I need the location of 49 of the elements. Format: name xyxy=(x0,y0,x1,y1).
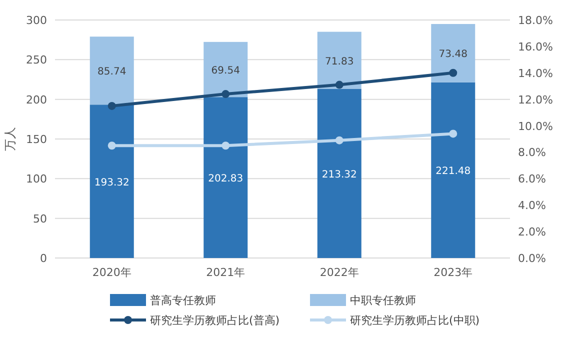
y2-tick-label: 18.0% xyxy=(518,14,553,27)
data-label: 202.83 xyxy=(208,174,244,185)
point xyxy=(449,68,458,77)
data-label: 221.48 xyxy=(436,166,471,178)
y2-tick-label: 14.0% xyxy=(518,66,553,80)
x-tick-label: 2022年 xyxy=(320,266,359,279)
bar xyxy=(431,24,476,82)
y2-tick-label: 12.0% xyxy=(518,93,553,106)
y2-tick-label: 16.0% xyxy=(518,40,553,54)
data-label: 73.48 xyxy=(438,49,468,60)
point xyxy=(222,90,230,98)
y-tick-label: 50 xyxy=(33,212,47,226)
y-tick-label: 0 xyxy=(40,252,47,265)
y-tick-label: 250 xyxy=(26,54,47,67)
point xyxy=(335,80,344,89)
point xyxy=(108,142,116,150)
legend-label: 研究生学历教师占比(中职) xyxy=(350,314,480,327)
data-label: 85.74 xyxy=(98,66,126,78)
y-axis-title: 万人 xyxy=(3,127,17,151)
y2-tick-label: 2.0% xyxy=(518,226,546,239)
y2-tick-label: 8.0% xyxy=(518,146,546,160)
legend-label: 研究生学历教师占比(普高) xyxy=(150,314,280,327)
bar xyxy=(204,97,248,258)
bar xyxy=(90,104,134,258)
point xyxy=(108,102,116,110)
y-tick-label: 300 xyxy=(26,14,47,27)
point xyxy=(335,136,344,144)
y2-tick-label: 10.0% xyxy=(518,120,553,133)
legend-label: 普高专任教师 xyxy=(150,294,216,307)
data-label: 71.83 xyxy=(325,56,354,68)
y2-tick-label: 0.0% xyxy=(518,252,546,265)
x-tick-label: 2020年 xyxy=(92,266,132,279)
x-tick-label: 2023年 xyxy=(434,266,473,279)
bar xyxy=(317,32,362,89)
y2-tick-label: 6.0% xyxy=(518,172,546,186)
y-tick-label: 200 xyxy=(26,93,47,106)
point xyxy=(222,142,230,150)
y-tick-label: 150 xyxy=(26,133,47,146)
y2-tick-label: 4.0% xyxy=(518,199,546,212)
bar xyxy=(317,88,362,258)
x-tick-label: 2021年 xyxy=(206,266,246,279)
bar xyxy=(431,82,476,258)
point xyxy=(449,130,458,138)
data-label: 69.54 xyxy=(211,66,240,77)
y-tick-label: 100 xyxy=(26,172,47,186)
legend-label: 中职专任教师 xyxy=(350,294,416,307)
data-label: 193.32 xyxy=(94,177,130,188)
data-label: 213.32 xyxy=(322,169,357,180)
bar xyxy=(90,36,134,105)
